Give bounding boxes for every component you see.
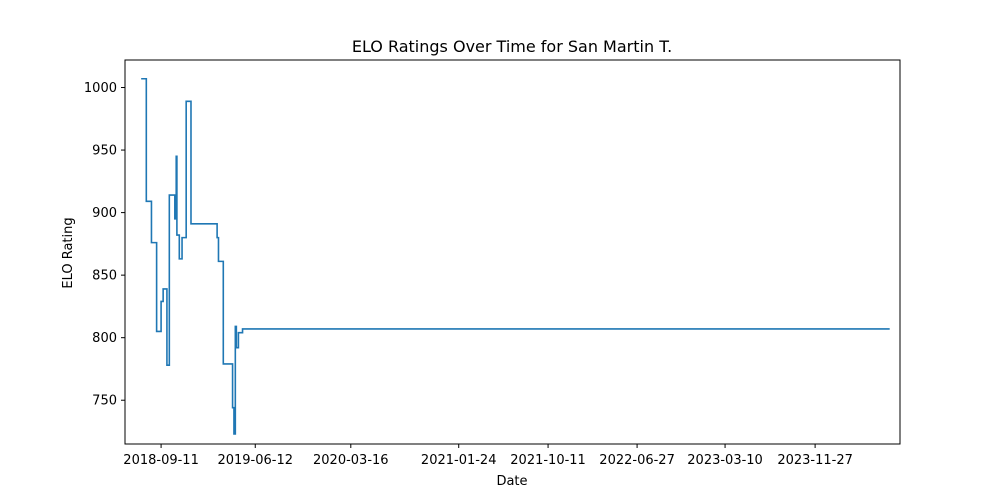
x-tick-label: 2020-03-16	[313, 453, 389, 468]
y-tick-label: 850	[92, 269, 117, 284]
y-tick-label: 900	[92, 206, 117, 221]
elo-series-line	[141, 77, 890, 435]
x-axis-label: Date	[496, 474, 527, 489]
ticks-layer: 2018-09-11 2019-06-12 2020-03-16 2021-01-24…	[84, 81, 853, 468]
x-tick-label: 2021-01-24	[421, 453, 497, 468]
x-tick-label: 2023-11-27	[777, 453, 853, 468]
x-tick-label: 2022-06-27	[599, 453, 675, 468]
plot-frame	[124, 59, 901, 445]
x-tick-label: 2023-03-10	[687, 453, 763, 468]
y-axis-label: ELO Rating	[61, 217, 76, 288]
series-layer	[141, 77, 890, 435]
y-tick-label: 800	[92, 331, 117, 346]
x-tick-label: 2018-09-11	[123, 453, 199, 468]
y-tick-label: 1000	[84, 81, 117, 96]
x-tick-label: 2019-06-12	[217, 453, 293, 468]
chart-title: ELO Ratings Over Time for San Martin T.	[352, 37, 672, 56]
x-tick-label: 2021-10-11	[510, 453, 586, 468]
y-tick-label: 950	[92, 144, 117, 159]
y-tick-label: 750	[92, 394, 117, 409]
